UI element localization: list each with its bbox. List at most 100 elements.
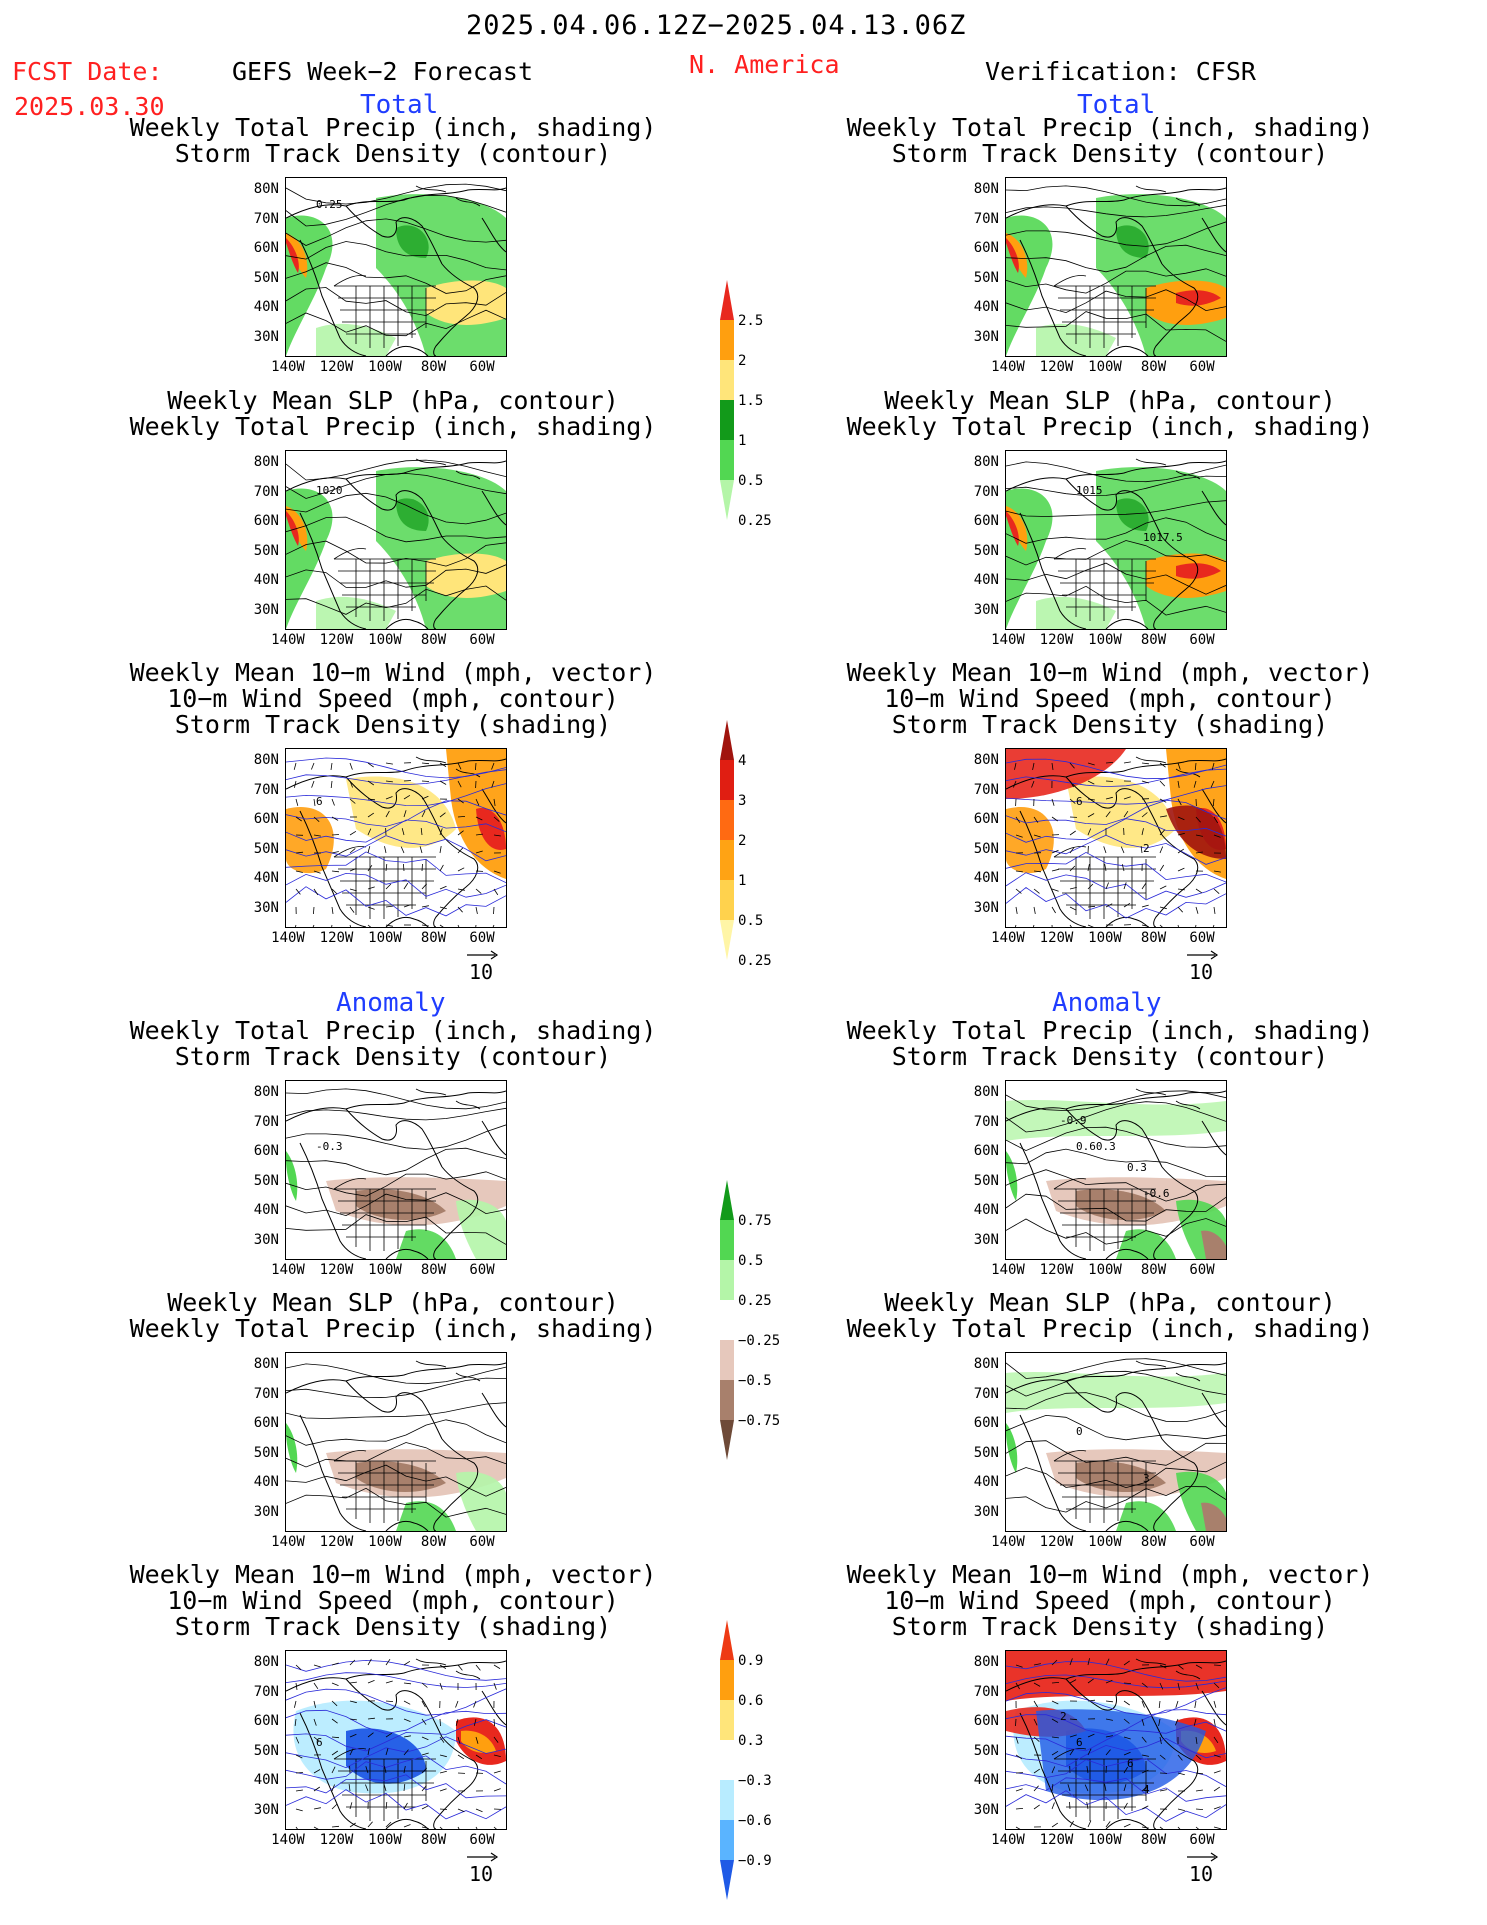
colorbar-label: 0.25 [738, 513, 772, 529]
wind-vector [1213, 1700, 1217, 1708]
colorbar-segment [720, 360, 734, 400]
contour-line [286, 492, 506, 525]
wind-vector [331, 888, 338, 895]
wind-vector [331, 1825, 340, 1828]
wind-vector [1104, 1784, 1107, 1792]
wind-vector [385, 1748, 389, 1756]
wind-vector [1105, 762, 1114, 764]
wind-vector [365, 1766, 369, 1774]
wind-vector [1033, 834, 1041, 838]
wind-vector [1141, 1805, 1149, 1810]
wind-vector [1193, 1718, 1197, 1726]
wind-vector [1033, 888, 1040, 894]
wind-vector [1177, 906, 1183, 913]
panel-title-line: 10−m Wind Speed (mph, contour) [884, 1586, 1336, 1615]
latitude-label: 30N [973, 601, 999, 618]
latitude-label: 40N [973, 1772, 999, 1788]
longitude-label: 100W [368, 1262, 402, 1278]
latitude-label: 30N [973, 328, 999, 345]
wind-vector [349, 888, 357, 892]
contour-value-label: 6 [1076, 795, 1083, 808]
wind-vector [455, 1718, 459, 1726]
longitude-label: 100W [368, 359, 402, 375]
wind-vector [457, 1736, 461, 1744]
wind-vector [365, 1784, 369, 1792]
latitude-label: 60N [973, 1713, 999, 1729]
contour-line [286, 1402, 506, 1419]
wind-vector [385, 1801, 388, 1810]
map-field: 0.25 [286, 183, 506, 356]
wind-vector [1158, 1700, 1161, 1709]
wind-vector [349, 1822, 356, 1828]
latitude-label: 80N [973, 1084, 999, 1100]
wind-vector [1177, 1754, 1183, 1761]
wind-vector [1159, 906, 1167, 910]
vector-reference-arrow [467, 1852, 499, 1862]
wind-vector [1175, 1700, 1179, 1708]
contour-line [286, 1147, 506, 1176]
longitude-label: 100W [1088, 1262, 1122, 1278]
wind-vector [1015, 834, 1023, 838]
longitude-label: 80W [420, 1534, 447, 1550]
wind-vector [349, 1802, 353, 1810]
wind-vector [1105, 903, 1113, 908]
colorbar-label: 2 [738, 353, 746, 369]
wind-vector [1177, 1664, 1184, 1670]
contour-value-label: 6 [1127, 1757, 1134, 1770]
contour-line [286, 287, 506, 317]
latitude-label: 50N [253, 542, 279, 559]
wind-vector [1123, 1718, 1130, 1724]
wind-vector [1069, 1748, 1075, 1756]
colorbar-segment [720, 1700, 734, 1740]
wind-vector [1033, 1700, 1038, 1708]
wind-vector [348, 1784, 351, 1792]
wind-vector [1123, 1736, 1131, 1740]
wind-vector [1015, 870, 1023, 873]
contour-line [286, 1107, 506, 1121]
wind-vector [1177, 832, 1185, 836]
wind-vector [493, 888, 499, 896]
wind-vector [367, 798, 376, 801]
map-field: 6 [286, 749, 506, 927]
contour-line [286, 1419, 506, 1446]
wind-vector [349, 868, 357, 872]
wind-vector [1051, 762, 1054, 770]
latitude-label: 70N [253, 1683, 279, 1700]
panel-title-line: 10−m Wind Speed (mph, contour) [167, 1586, 619, 1615]
wind-vector [493, 1718, 495, 1727]
wind-vector [385, 762, 393, 765]
wind-vector [1069, 762, 1075, 769]
longitude-label: 60W [1189, 1262, 1215, 1278]
wind-vector [1195, 888, 1203, 894]
contour-value-label: -0.6 [1143, 1187, 1170, 1200]
wind-vector [1087, 1820, 1092, 1828]
panel-title: Weekly Mean SLP (hPa, contour) Weekly Tot… [810, 388, 1410, 440]
wind-vector [1105, 1700, 1114, 1703]
wind-vector [1033, 1785, 1039, 1792]
wind-vector [439, 812, 446, 818]
wind-vector [1051, 906, 1056, 914]
wind-vector [403, 882, 409, 890]
wind-vector [1177, 867, 1185, 872]
wind-vector [367, 828, 372, 836]
wind-vector [1051, 1736, 1059, 1739]
wind-vector [1195, 1664, 1203, 1669]
wind-vector [1015, 1754, 1023, 1760]
latitude-label: 50N [253, 1172, 279, 1189]
wind-vector [331, 1682, 339, 1686]
contour-line [286, 1171, 506, 1197]
wind-vector [295, 1754, 303, 1759]
colorbar-label: 0.6 [738, 1693, 763, 1709]
wind-vector [1087, 1699, 1096, 1702]
longitude-label: 60W [469, 632, 495, 648]
wind-vector [1084, 1784, 1089, 1792]
wind-vector [349, 1733, 357, 1738]
latitude-label: 50N [253, 1444, 279, 1461]
contour-line [1006, 185, 1226, 207]
wind-vector [1195, 1808, 1204, 1810]
wind-vector [367, 1717, 375, 1720]
contour-line [286, 819, 506, 843]
contour-line [1006, 1687, 1226, 1716]
wind-vector [439, 1718, 441, 1727]
